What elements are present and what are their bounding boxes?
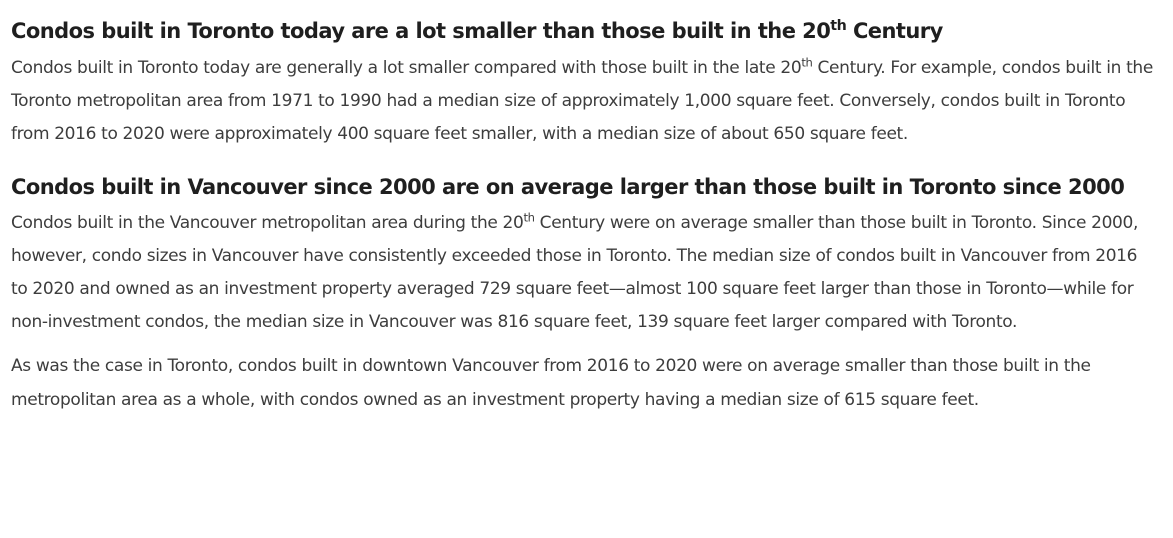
paragraph-text: Century. For example, condos built in th… — [11, 58, 1153, 145]
section-heading-toronto-condo-size: Condos built in Toronto today are a lot … — [11, 14, 1153, 48]
section-heading-vancouver-vs-toronto: Condos built in Vancouver since 2000 are… — [11, 174, 1125, 199]
article-body: Condos built in Toronto today are a lot … — [11, 14, 1153, 410]
ordinal-suffix: th — [523, 209, 535, 224]
paragraph-text: Condos built in Toronto today are genera… — [11, 58, 802, 78]
ordinal-suffix: th — [801, 55, 813, 70]
heading-text: Century — [846, 19, 943, 43]
paragraph-text: Century were on average smaller than tho… — [11, 212, 1139, 333]
paragraph-text: Condos built in the Vancouver metropolit… — [11, 212, 524, 233]
paragraph-downtown-vancouver: As was the case in Toronto, condos built… — [11, 356, 1091, 410]
paragraph-toronto-condo-size: Condos built in Toronto today are genera… — [11, 52, 1153, 152]
paragraph-vancouver-vs-toronto: Condos built in the Vancouver metropolit… — [11, 207, 1153, 340]
ordinal-suffix: th — [830, 18, 847, 34]
heading-text: Condos built in Toronto today are a lot … — [11, 19, 831, 43]
